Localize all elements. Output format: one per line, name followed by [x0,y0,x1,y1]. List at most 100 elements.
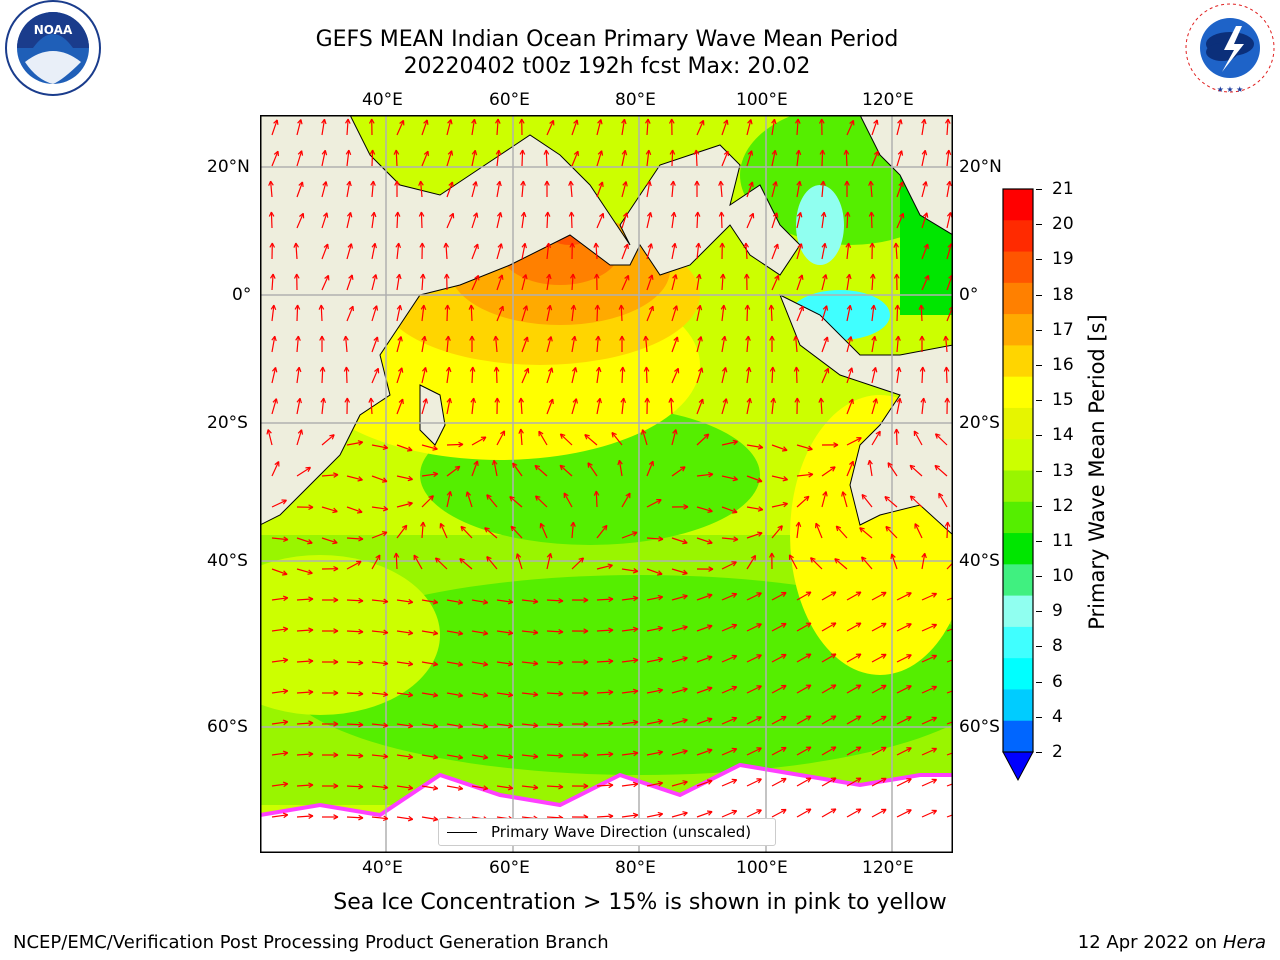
wave-arrow-shaft [371,305,378,322]
wave-arrow-shaft [771,622,787,632]
wave-arrow-shaft [896,623,912,632]
wave-arrow-shaft [396,816,413,820]
wave-arrow-shaft [920,304,923,322]
wave-arrow-head [596,397,602,404]
wave-arrow-head [608,689,614,696]
wave-arrow-shaft [321,398,325,415]
wave-arrow-shaft [346,560,362,570]
wave-arrow-head [545,242,552,249]
wave-arrow-shaft [596,660,614,663]
wave-arrow-head [803,495,810,502]
wave-arrow-shaft [871,119,878,136]
wave-arrow-head [731,654,738,660]
wave-arrow-head [346,180,352,187]
colorbar-tick-mark [1036,189,1042,190]
wave-arrow-shaft [621,628,638,632]
wave-arrow-shaft [671,274,677,291]
colorbar-tick-mark [1036,329,1042,331]
wave-arrow-shaft [621,243,629,260]
wave-arrow-shaft [721,561,737,570]
wave-arrow-shaft [641,429,648,446]
wave-arrow-shaft [621,366,624,384]
wave-arrow-shaft [720,211,723,229]
wave-arrow-head [781,746,787,752]
wave-arrow-head [707,655,713,661]
wave-arrow-shaft [559,433,573,446]
wave-arrow-head [873,150,879,157]
wave-arrow-head [271,367,278,373]
wave-arrow-shaft [696,120,705,136]
wave-arrow-shaft [946,752,953,756]
wave-arrow-shaft [546,398,554,415]
wave-arrow-shaft [671,336,679,353]
wave-arrow-head [818,397,825,403]
wave-arrow-shaft [796,212,802,229]
wave-arrow-shaft [571,273,574,291]
wave-arrow-shaft [371,661,388,665]
bottom-lon-label: 80°E [615,858,656,878]
wave-arrow-head [498,305,504,312]
wave-arrow-shaft [671,181,674,198]
wave-arrow-shaft [421,599,438,604]
wave-arrow-shaft [745,242,748,260]
wave-arrow-head [482,723,489,729]
wave-arrow-head [703,433,710,440]
wave-arrow-shaft [470,304,473,322]
wave-arrow-shaft [371,274,377,291]
wave-arrow-head [682,538,688,545]
wave-arrow-head [482,599,489,605]
wave-arrow-shaft [921,212,928,229]
wave-arrow-shaft [587,462,598,477]
wave-arrow-head [805,684,812,690]
wave-arrow-head [520,180,526,186]
wave-arrow-shaft [271,783,288,787]
wave-arrow-shaft [396,661,413,665]
wave-arrow-shaft [371,506,388,510]
wave-arrow-head [669,149,676,155]
wave-arrow-shaft [946,274,953,291]
wave-arrow-shaft [371,336,379,353]
wave-arrow-shaft [921,553,926,570]
wave-arrow-shaft [496,630,513,634]
wave-arrow-shaft [746,592,762,601]
wave-arrow-head [772,181,778,187]
wave-arrow-shaft [621,398,625,415]
wave-arrow-head [694,180,700,186]
wave-arrow-shaft [267,429,273,446]
wave-arrow-head [756,747,762,753]
colorbar-tick-label: 15 [1052,390,1074,411]
wave-arrow-shaft [271,119,278,136]
colorbar-block [1003,564,1033,597]
wave-arrow-shaft [271,568,288,575]
wave-arrow-shaft [696,243,700,260]
wave-arrow-head [394,180,400,186]
noaa-wordmark: NOAA [34,23,73,37]
wave-arrow-shaft [796,150,800,167]
wave-arrow-head [873,119,879,125]
wave-arrow-head [830,684,837,690]
wave-arrow-shaft [796,715,812,725]
wave-arrow-head [457,754,464,760]
wave-arrow-shaft [696,367,703,384]
legend-line-swatch [447,831,477,833]
wave-arrow-shaft [921,809,937,818]
wave-arrow-shaft [546,120,555,136]
wave-arrow-shaft [521,181,524,198]
wave-arrow-head [906,778,912,784]
wave-arrow-head [721,335,727,342]
wave-arrow-head [798,305,804,312]
wave-arrow-shaft [535,495,548,508]
wave-arrow-shaft [546,243,550,260]
wave-arrow-shaft [346,630,364,633]
colorbar-tick-label: 10 [1052,566,1074,587]
wave-arrow-head [358,783,364,790]
wave-arrow-head [523,336,529,342]
wave-arrow-shaft [921,243,929,260]
wave-arrow-shaft [321,212,328,229]
wave-arrow-shaft [721,748,737,756]
wave-arrow-shaft [486,494,498,508]
wave-arrow-head [583,628,589,634]
wave-arrow-shaft [696,274,701,291]
wave-arrow-shaft [771,684,787,694]
wave-arrow-shaft [721,717,737,725]
